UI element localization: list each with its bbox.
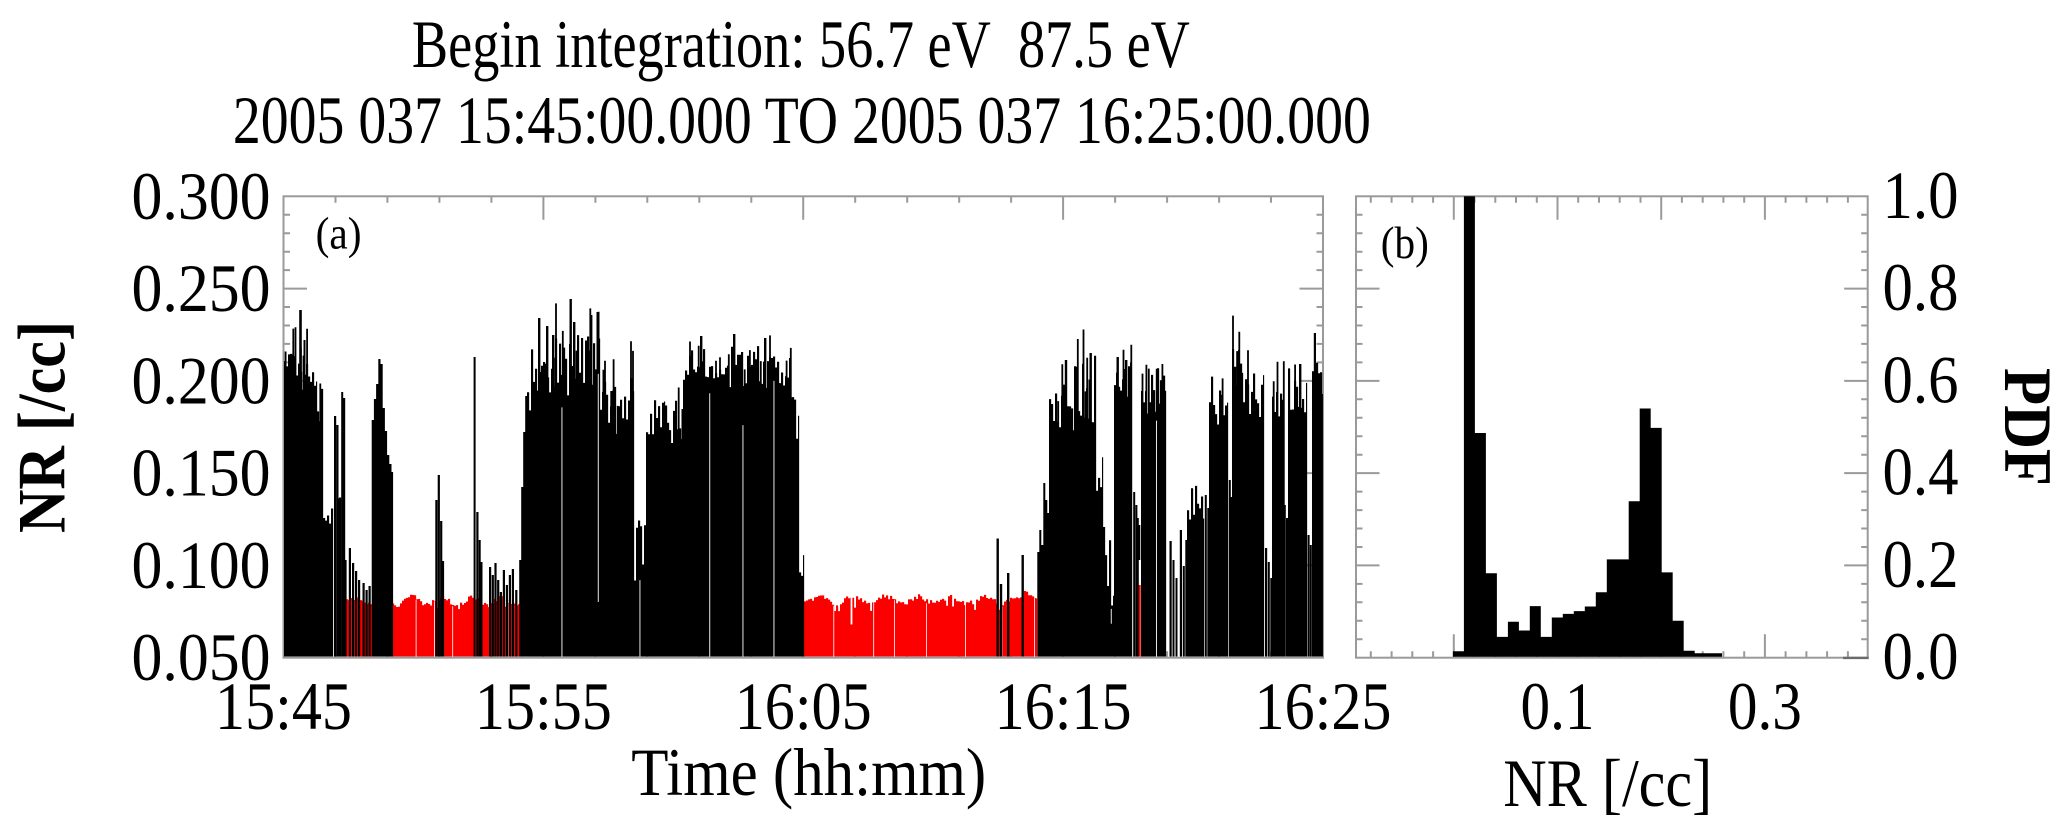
svg-text:16:15: 16:15: [995, 668, 1132, 744]
svg-text:15:45: 15:45: [215, 668, 352, 744]
svg-text:0.300: 0.300: [132, 158, 271, 234]
svg-text:0.200: 0.200: [132, 342, 271, 418]
svg-text:0.3: 0.3: [1728, 668, 1802, 744]
svg-text:0.6: 0.6: [1883, 341, 1959, 417]
svg-text:15:55: 15:55: [475, 668, 612, 744]
svg-text:NR [/cc]: NR [/cc]: [1503, 745, 1712, 821]
svg-text:0.2: 0.2: [1883, 526, 1959, 602]
svg-text:Begin integration: 56.7 eV 87: Begin integration: 56.7 eV 87.5 eV: [412, 6, 1190, 82]
svg-text:0.050: 0.050: [132, 619, 271, 695]
svg-text:(a): (a): [316, 208, 362, 259]
svg-text:0.4: 0.4: [1883, 434, 1959, 510]
svg-text:PDF: PDF: [1990, 368, 2066, 486]
svg-text:0.250: 0.250: [132, 250, 271, 326]
svg-text:NR [/cc]: NR [/cc]: [4, 321, 80, 533]
svg-text:1.0: 1.0: [1883, 157, 1959, 233]
svg-text:Time (hh:mm): Time (hh:mm): [631, 734, 986, 810]
svg-text:(b): (b): [1381, 217, 1429, 268]
svg-text:0.0: 0.0: [1883, 618, 1959, 694]
svg-text:16:05: 16:05: [735, 668, 872, 744]
svg-text:16:25: 16:25: [1255, 668, 1392, 744]
svg-text:0.100: 0.100: [132, 527, 271, 603]
svg-text:0.1: 0.1: [1521, 668, 1595, 744]
svg-text:0.150: 0.150: [132, 435, 271, 511]
svg-text:0.8: 0.8: [1883, 249, 1959, 325]
svg-text:2005 037 15:45:00.000 TO 2005: 2005 037 15:45:00.000 TO 2005 037 16:25:…: [233, 82, 1371, 158]
